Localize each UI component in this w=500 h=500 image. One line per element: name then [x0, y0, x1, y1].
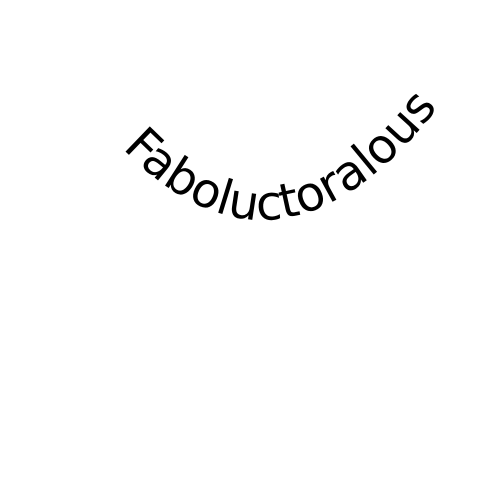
curved-word: Faboluctoralous: [114, 79, 448, 232]
curved-word-text: Faboluctoralous: [114, 79, 448, 232]
